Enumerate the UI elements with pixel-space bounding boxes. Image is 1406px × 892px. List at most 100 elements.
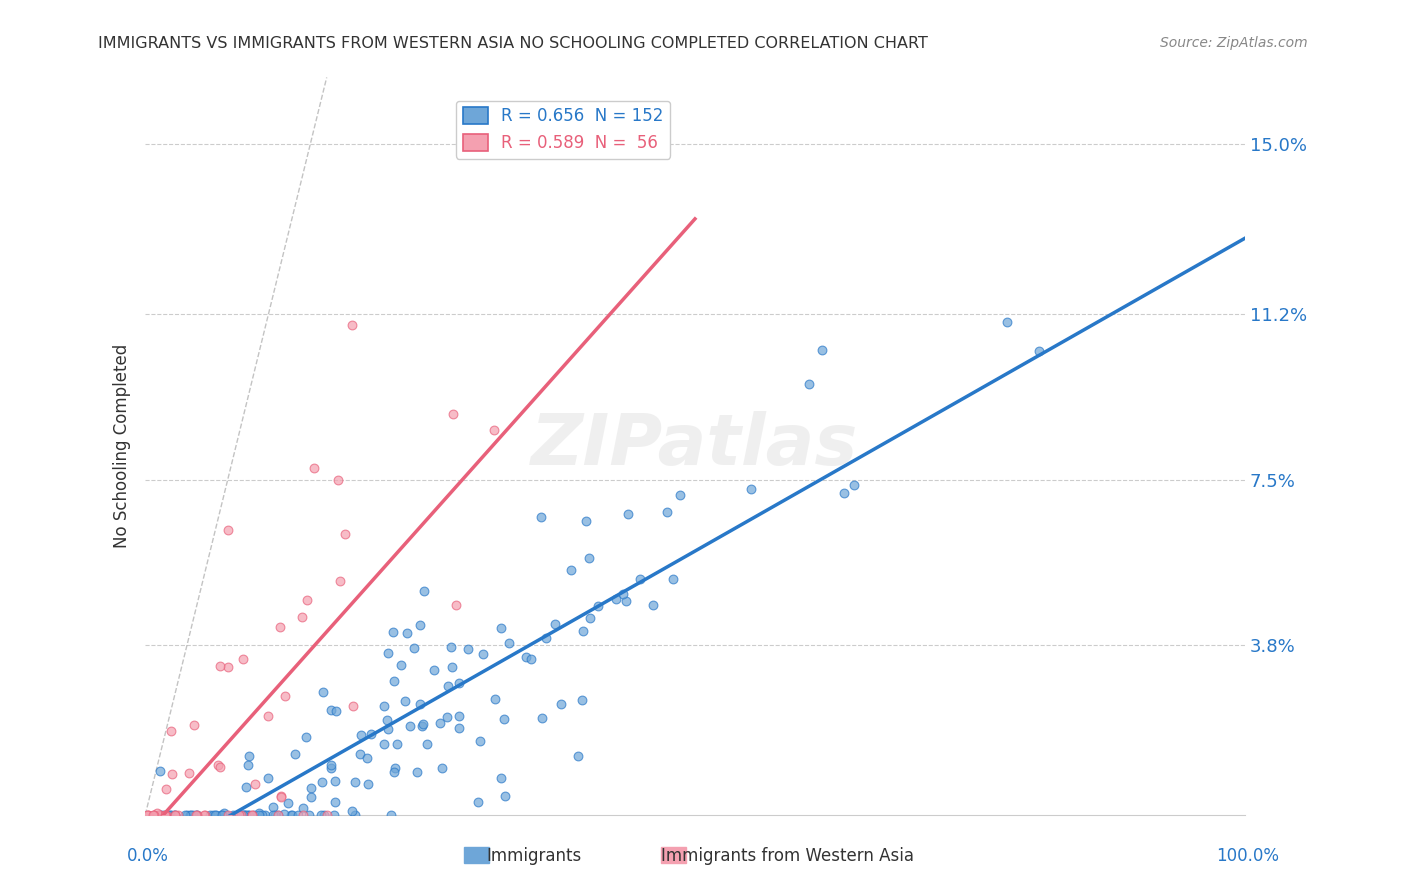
Point (444, 598, 467, 612)
Point (270, 789, 292, 804)
Point (160, 807, 183, 822)
Point (323, 807, 346, 822)
Point (436, 680, 458, 694)
Point (186, 807, 208, 822)
Point (662, 573, 685, 587)
Point (447, 721, 470, 735)
Text: 100.0%: 100.0% (1216, 847, 1279, 865)
Point (280, 807, 302, 822)
Point (136, 807, 159, 822)
Point (240, 807, 263, 822)
Point (375, 713, 398, 727)
Point (156, 807, 179, 822)
Point (302, 461, 325, 475)
Text: Immigrants from Western Asia: Immigrants from Western Asia (661, 847, 914, 865)
Point (416, 737, 439, 751)
Point (395, 626, 418, 640)
Point (440, 640, 463, 654)
Point (319, 761, 342, 775)
Point (571, 693, 593, 707)
Point (298, 807, 321, 822)
Point (312, 685, 335, 699)
Point (491, 771, 513, 785)
Point (340, 804, 363, 818)
Point (560, 563, 582, 577)
Point (267, 807, 290, 822)
Point (160, 723, 183, 738)
Point (267, 807, 290, 822)
Point (238, 748, 260, 763)
Point (343, 775, 366, 789)
Point (186, 807, 208, 822)
Point (449, 676, 471, 690)
Point (186, 807, 208, 822)
Point (292, 801, 315, 815)
Point (498, 636, 520, 650)
Point (245, 777, 267, 791)
Point (264, 807, 287, 822)
Point (155, 807, 177, 822)
Point (586, 599, 609, 613)
Point (312, 807, 335, 822)
Point (208, 659, 231, 673)
Point (281, 807, 304, 822)
Point (153, 807, 176, 822)
Point (204, 807, 226, 822)
Point (183, 717, 205, 731)
Point (257, 771, 280, 785)
Point (238, 807, 260, 822)
Point (832, 485, 855, 500)
Point (408, 698, 430, 712)
Point (844, 478, 866, 492)
Text: Source: ZipAtlas.com: Source: ZipAtlas.com (1160, 36, 1308, 50)
Point (143, 807, 166, 822)
Point (149, 807, 172, 822)
Point (467, 795, 489, 809)
Point (163, 807, 186, 822)
Point (329, 574, 352, 588)
Point (160, 767, 183, 781)
Point (163, 807, 186, 822)
Point (153, 807, 176, 822)
Point (356, 777, 378, 791)
Point (326, 473, 349, 487)
Point (325, 795, 347, 809)
Point (471, 647, 494, 661)
Point (179, 807, 201, 822)
Point (225, 807, 247, 822)
Point (436, 710, 458, 724)
Text: Immigrants: Immigrants (486, 847, 582, 865)
Point (423, 663, 446, 677)
Point (207, 758, 229, 772)
Point (136, 807, 159, 822)
Point (253, 807, 276, 822)
Point (398, 719, 420, 733)
Point (323, 774, 346, 789)
Point (235, 807, 257, 822)
Point (284, 747, 307, 761)
Point (217, 660, 239, 674)
Point (544, 616, 567, 631)
Point (228, 807, 250, 822)
Point (159, 807, 181, 822)
Point (211, 807, 233, 822)
Point (149, 764, 172, 778)
Point (236, 757, 259, 772)
Point (229, 807, 252, 822)
Text: IMMIGRANTS VS IMMIGRANTS FROM WESTERN ASIA NO SCHOOLING COMPLETED CORRELATION CH: IMMIGRANTS VS IMMIGRANTS FROM WESTERN AS… (98, 36, 928, 51)
Point (238, 807, 260, 822)
Point (277, 796, 299, 810)
Point (212, 806, 235, 821)
Point (669, 488, 692, 502)
Point (167, 807, 190, 822)
Point (205, 807, 228, 822)
Point (311, 774, 333, 789)
Point (240, 807, 263, 822)
Point (411, 718, 433, 732)
Point (342, 698, 364, 713)
Point (291, 807, 314, 822)
Point (350, 728, 373, 742)
Point (202, 807, 225, 822)
Point (262, 800, 284, 814)
Point (299, 790, 322, 805)
